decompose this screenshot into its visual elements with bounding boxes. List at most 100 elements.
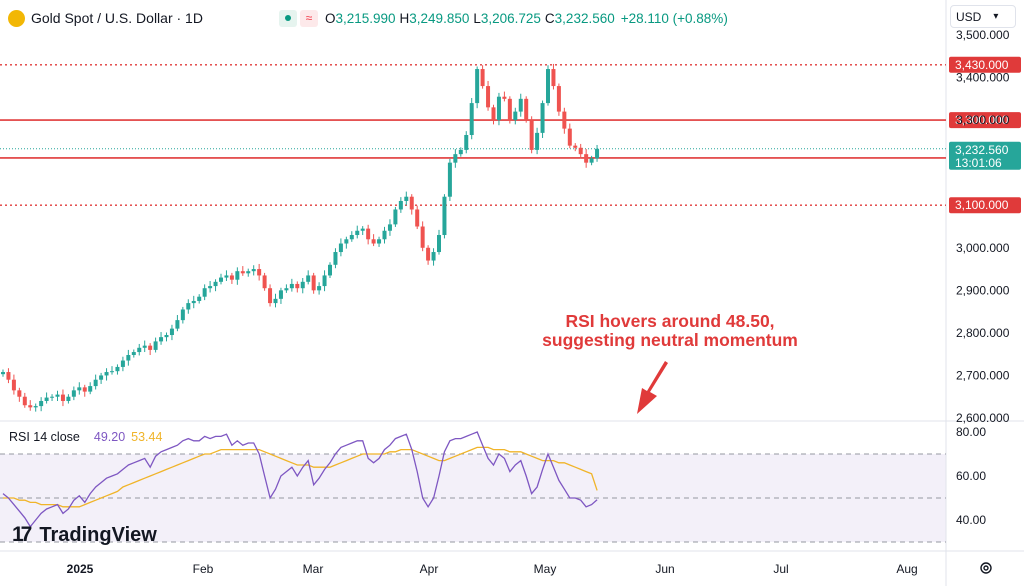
candle-body [175, 320, 180, 329]
candle-body [529, 120, 534, 150]
candle-body [66, 396, 71, 401]
candle-body [480, 69, 485, 87]
rsi-layer[interactable] [2, 431, 598, 528]
candle-body [191, 300, 196, 304]
rsi-ma-value: 53.44 [131, 430, 163, 444]
price-tick-label: 2,700.000 [956, 368, 1010, 382]
candle-body [355, 230, 360, 236]
wave-icon[interactable]: ≈ [299, 9, 318, 27]
candle-body [371, 239, 376, 244]
candle-body [6, 372, 11, 380]
levels-layer: 3,430.0003,300.0003,211.0003,100.0003,23… [0, 56, 1021, 214]
candle-body [131, 352, 136, 356]
candle-body [475, 69, 480, 104]
candle-body [311, 275, 316, 291]
candle-body [317, 286, 322, 291]
candle-body [202, 288, 207, 297]
candle-body [458, 149, 463, 155]
candle-body [44, 397, 49, 401]
candle-body [22, 396, 27, 406]
candle-body [338, 243, 343, 253]
candle-body [99, 375, 104, 380]
candle-body [360, 228, 365, 231]
candle-body [551, 69, 556, 87]
candle-body [240, 271, 245, 274]
candle-body [524, 98, 529, 121]
candle-body [153, 341, 158, 350]
candle-body [442, 196, 447, 236]
price-tick-label: 2,800.000 [956, 326, 1010, 340]
candle-body [518, 98, 523, 112]
candle-body [71, 390, 76, 397]
open-label: O [324, 10, 336, 26]
last-price-countdown: 13:01:06 [955, 156, 1002, 170]
candle-body [197, 296, 202, 301]
candle-body [164, 335, 169, 338]
candle-body [33, 406, 38, 408]
time-tick-label: 2025 [67, 562, 94, 576]
candle-body [387, 224, 392, 231]
close-label: C [544, 10, 555, 26]
candle-body [262, 275, 267, 289]
candle-body [486, 86, 491, 108]
candle-body [573, 145, 578, 148]
candle-body [289, 283, 294, 289]
change-value: +28.110 (+0.88%) [620, 10, 728, 26]
rsi-line [2, 431, 598, 528]
candle-body [464, 135, 469, 150]
candle-body [186, 303, 191, 310]
candle-body [268, 288, 273, 304]
candle-body [159, 337, 164, 342]
candle-body [278, 290, 283, 299]
candle-body [578, 147, 583, 155]
candle-body [300, 281, 305, 289]
time-tick-label: Apr [420, 562, 439, 576]
candle-body [556, 86, 561, 112]
close-value: 3,232.560 [554, 10, 615, 26]
candle-body [126, 355, 131, 361]
price-level-label: 3,100.000 [955, 198, 1009, 212]
candle-body [17, 390, 22, 397]
candle-body [562, 111, 567, 129]
candle-body [496, 96, 501, 121]
market-open-icon[interactable] [278, 9, 297, 27]
candles-layer[interactable] [1, 63, 600, 412]
candle-body [257, 269, 262, 276]
annotation-line-2: suggesting neutral momentum [542, 330, 798, 350]
axis-layer: 3,500.000 3,400.000 3,300.000 3,000.000 2,90… [67, 28, 1010, 576]
candle-body [491, 107, 496, 121]
price-tick-label: 3,000.000 [956, 241, 1010, 255]
rsi-legend[interactable]: RSI 14 close 49.20 53.44 [9, 430, 162, 444]
price-tick-label: 2,600.000 [956, 411, 1010, 425]
price-level-label: 3,430.000 [955, 58, 1009, 72]
candle-body [431, 252, 436, 261]
symbol-title[interactable]: Gold Spot / U.S. Dollar · 1D [31, 10, 203, 26]
candle-body [306, 275, 311, 282]
header-badges: ≈ [278, 9, 321, 27]
price-level-tag [949, 56, 1021, 73]
candle-body [507, 98, 512, 121]
price-tick-label: 2,900.000 [956, 283, 1010, 297]
candle-body [447, 162, 452, 197]
candle-body [398, 200, 403, 210]
price-level-tag [949, 112, 1021, 129]
candle-body [567, 128, 572, 146]
price-tick-label: 3,300.000 [956, 113, 1010, 127]
gear-icon[interactable] [979, 561, 993, 575]
candle-body [142, 345, 147, 348]
rsi-tick-label: 40.00 [956, 513, 986, 527]
tradingview-logo[interactable]: 17 TradingView [12, 523, 157, 547]
open-value: 3,215.990 [335, 10, 396, 26]
candle-body [180, 309, 185, 321]
rsi-legend-label: RSI 14 close [9, 430, 80, 444]
candle-body [377, 239, 382, 244]
currency-select[interactable]: USD ▾ [950, 5, 1016, 28]
gold-coin-icon [8, 9, 25, 27]
candle-body [208, 286, 213, 289]
annotation-line-1: RSI hovers around 48.50, [565, 311, 775, 331]
candle-body [295, 283, 300, 289]
candle-body [77, 387, 82, 391]
tradingview-logo-icon: 17 [12, 523, 32, 546]
candle-body [229, 275, 234, 280]
